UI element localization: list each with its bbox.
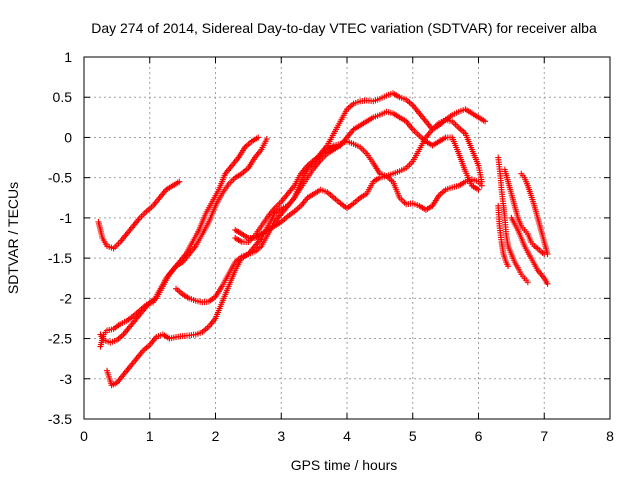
x-tick-label: 6 (475, 428, 483, 444)
y-tick-label: -1.5 (48, 250, 72, 266)
x-tick-label: 3 (277, 428, 285, 444)
y-tick-label: -2.5 (48, 331, 72, 347)
data-point (478, 182, 485, 189)
data-point (544, 280, 551, 287)
y-tick-label: 1 (64, 49, 72, 65)
y-tick-label: 0 (64, 129, 72, 145)
x-tick-label: 2 (212, 428, 220, 444)
data-point (482, 118, 489, 125)
series-track-7 (232, 106, 489, 246)
plot-frame (83, 56, 611, 420)
x-tick-label: 5 (409, 428, 417, 444)
series-track-10 (501, 166, 548, 258)
series-track-11 (518, 170, 551, 258)
data-point (263, 136, 270, 143)
series-track-9 (495, 202, 512, 270)
x-tick-label: 4 (343, 428, 351, 444)
data-point (475, 186, 482, 193)
x-tick-label: 1 (146, 428, 154, 444)
x-tick-label: 0 (80, 428, 88, 444)
tick-labels: 0 1 2 3 4 5 6 7 8 -3.5 -3 -2.5 -2 -1.5 -1 -0.5 0 0.5 1 (48, 49, 614, 444)
series-track-1 (95, 178, 183, 252)
y-tick-label: -3 (60, 371, 73, 387)
series-track-12 (508, 214, 551, 287)
y-axis-label: SDTVAR / TECUs (5, 182, 21, 294)
y-tick-label: -1 (60, 210, 73, 226)
grid (84, 57, 610, 419)
chart-title: Day 274 of 2014, Sidereal Day-to-day VTE… (91, 20, 597, 36)
series-track-3 (97, 134, 262, 350)
data-point (505, 263, 512, 270)
series-track-6 (232, 173, 485, 241)
y-tick-label: -2 (60, 290, 73, 306)
series-track-4 (97, 136, 270, 346)
data-series (95, 90, 551, 389)
series-track-8 (495, 154, 531, 286)
data-point (255, 134, 262, 141)
x-tick-label: 8 (606, 428, 614, 444)
data-point (176, 178, 183, 185)
data-point (544, 251, 551, 258)
y-tick-label: -3.5 (48, 411, 72, 427)
y-tick-label: -0.5 (48, 170, 72, 186)
data-point (524, 279, 531, 286)
y-tick-label: 0.5 (53, 89, 73, 105)
x-axis-label: GPS time / hours (291, 457, 398, 473)
x-tick-label: 7 (540, 428, 548, 444)
